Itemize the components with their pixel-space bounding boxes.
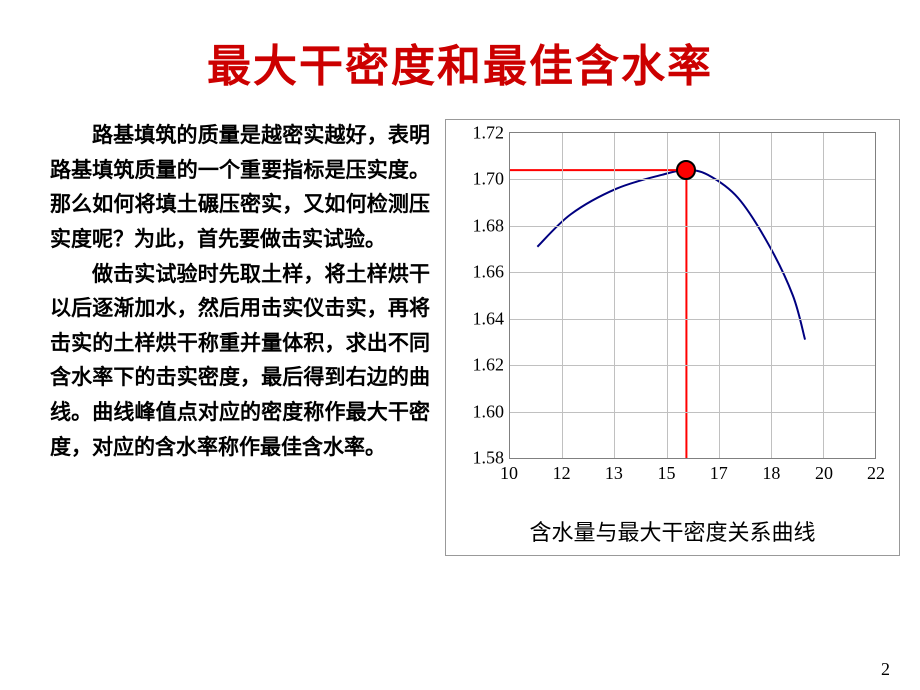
- curve-svg: [510, 133, 875, 458]
- x-tick-label: 20: [815, 463, 833, 484]
- body-text: 路基填筑的质量是越密实越好，表明路基填筑质量的一个重要指标是压实度。那么如何将填…: [50, 119, 445, 465]
- gridline-h: [510, 412, 875, 413]
- gridline-h: [510, 272, 875, 273]
- chart-caption: 含水量与最大干密度关系曲线: [454, 515, 891, 547]
- x-tick-label: 17: [710, 463, 728, 484]
- paragraph-2: 做击实试验时先取土样，将土样烘干以后逐渐加水，然后用击实仪击实，再将击实的土样烘…: [50, 258, 430, 466]
- x-tick-label: 13: [605, 463, 623, 484]
- gridline-v: [562, 133, 563, 458]
- x-tick-label: 18: [762, 463, 780, 484]
- slide-title: 最大干密度和最佳含水率: [0, 0, 920, 94]
- x-tick-label: 10: [500, 463, 518, 484]
- paragraph-1: 路基填筑的质量是越密实越好，表明路基填筑质量的一个重要指标是压实度。那么如何将填…: [50, 119, 430, 258]
- y-tick-label: 1.66: [473, 262, 505, 283]
- y-tick-label: 1.64: [473, 308, 505, 329]
- y-tick-label: 1.68: [473, 215, 505, 236]
- gridline-h: [510, 319, 875, 320]
- peak-marker: [676, 160, 696, 180]
- page-number: 2: [881, 659, 890, 680]
- plot-area: 1.581.601.621.641.661.681.701.72: [509, 132, 876, 459]
- y-tick-label: 1.60: [473, 401, 505, 422]
- gridline-v: [719, 133, 720, 458]
- gridline-v: [614, 133, 615, 458]
- chart-box: 1.581.601.621.641.661.681.701.72 10 12 13 1…: [445, 119, 900, 556]
- chart-container: 1.581.601.621.641.661.681.701.72 10 12 13 1…: [445, 119, 900, 556]
- gridline-h: [510, 365, 875, 366]
- gridline-v: [667, 133, 668, 458]
- x-tick-label: 15: [658, 463, 676, 484]
- gridline-h: [510, 226, 875, 227]
- gridline-v: [771, 133, 772, 458]
- gridline-h: [510, 179, 875, 180]
- x-tick-label: 22: [867, 463, 885, 484]
- y-tick-label: 1.62: [473, 355, 505, 376]
- content-row: 路基填筑的质量是越密实越好，表明路基填筑质量的一个重要指标是压实度。那么如何将填…: [0, 94, 920, 556]
- density-curve: [537, 170, 805, 339]
- gridline-v: [823, 133, 824, 458]
- y-tick-label: 1.72: [473, 123, 505, 144]
- slide: 最大干密度和最佳含水率 路基填筑的质量是越密实越好，表明路基填筑质量的一个重要指…: [0, 0, 920, 690]
- y-tick-label: 1.70: [473, 169, 505, 190]
- x-axis: 1012131517182022: [509, 459, 876, 487]
- x-tick-label: 12: [553, 463, 571, 484]
